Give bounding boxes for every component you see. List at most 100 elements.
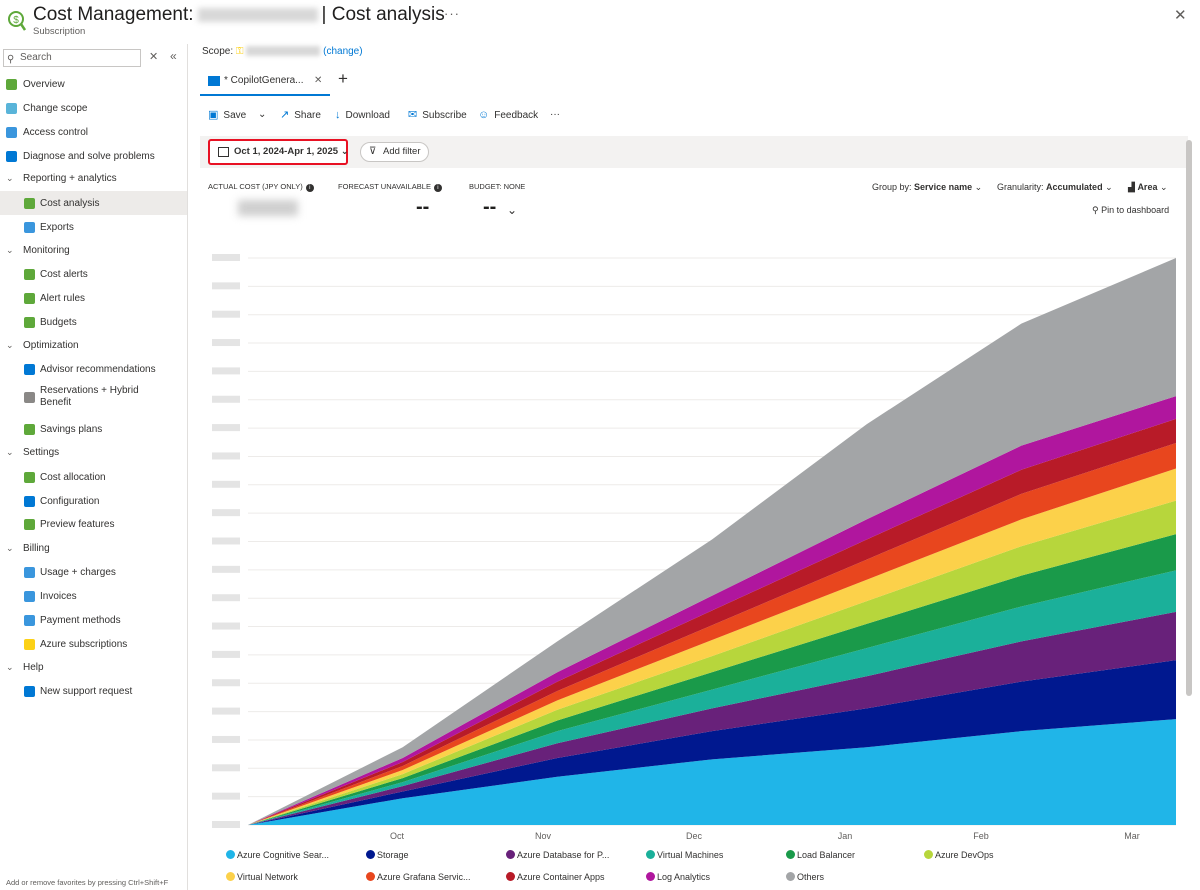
area-series-0[interactable] [248,719,1176,825]
sidebar-item-help[interactable]: ⌄ Help [0,655,187,679]
legend-item[interactable]: Virtual Network [226,872,298,882]
save-dropdown-icon[interactable]: ⌄ [258,109,267,120]
budget-value: -- [483,196,497,218]
info-icon[interactable]: i [305,184,314,192]
close-blade-button[interactable]: ✕ [1174,7,1187,24]
date-range-picker[interactable]: Oct 1, 2024-Apr 1, 2025 ⌄ [208,139,349,165]
legend-item[interactable]: Storage [366,850,409,860]
share-button[interactable]: ↗ Share [280,105,321,125]
budget-chevron-icon[interactable]: ⌄ [507,203,518,217]
sidebar-item-budgets[interactable]: Budgets [0,310,187,334]
sidebar-item-savings-plans[interactable]: Savings plans [0,417,187,441]
legend-item[interactable]: Log Analytics [646,872,710,882]
close-tab-icon[interactable]: ✕ [314,75,323,86]
area-series-4[interactable] [248,534,1176,825]
area-series-1[interactable] [248,660,1176,825]
redacted-y-tick-label [212,480,240,488]
granularity-dropdown[interactable]: Granularity: Accumulated ⌄ [997,182,1113,192]
sidebar-item-access-control[interactable]: Access control [0,120,187,144]
nav-icon [24,614,35,626]
save-button[interactable]: ▣ Save [208,105,246,125]
change-scope-link[interactable]: (change) [323,46,363,57]
nav-icon [24,391,35,403]
sidebar-item-label: Help [23,661,44,673]
sidebar-item-usage-charges[interactable]: Usage + charges [0,560,187,584]
area-series-7[interactable] [248,442,1176,825]
page-header: $ Cost Management: | Cost analysis Subscr… [0,0,1200,40]
vertical-scrollbar[interactable] [1186,140,1192,696]
sidebar-item-overview[interactable]: Overview [0,72,187,96]
area-series-5[interactable] [248,500,1176,825]
share-label: Share [294,110,321,121]
legend-swatch [226,872,235,881]
sidebar-item-label: Diagnose and solve problems [23,150,155,162]
legend-item[interactable]: Azure Database for P... [506,850,609,860]
pin-to-dashboard-button[interactable]: ⚲ Pin to dashboard [1092,205,1169,216]
legend-item[interactable]: Azure Container Apps [506,872,605,882]
sidebar-item-advisor-recommendations[interactable]: Advisor recommendations [0,357,187,381]
sidebar-item-label: Exports [40,221,74,233]
sidebar-item-label: Settings [23,446,60,458]
sidebar-item-settings[interactable]: ⌄ Settings [0,440,187,464]
nav-icon [24,268,35,280]
sidebar-item-optimization[interactable]: ⌄ Optimization [0,333,187,357]
sidebar-item-new-support-request[interactable]: New support request [0,679,187,703]
area-series-9[interactable] [248,396,1176,825]
subscribe-label: Subscribe [422,110,467,121]
sidebar-item-cost-allocation[interactable]: Cost allocation [0,465,187,489]
sidebar-item-exports[interactable]: Exports [0,215,187,239]
area-series-10[interactable] [248,258,1176,825]
legend-label: Others [797,872,825,882]
group-by-dropdown[interactable]: Group by: Service name ⌄ [872,182,983,192]
sidebar-item-preview-features[interactable]: Preview features [0,512,187,536]
sidebar-item-azure-subscriptions[interactable]: Azure subscriptions [0,632,187,656]
sidebar-item-label: Monitoring [23,244,70,256]
legend-item[interactable]: Azure Cognitive Sear... [226,850,329,860]
sidebar-item-cost-analysis[interactable]: Cost analysis [0,191,187,215]
search-input[interactable]: ⚲ Search [3,49,141,67]
sidebar-item-invoices[interactable]: Invoices [0,584,187,608]
legend-item[interactable]: Azure Grafana Servic... [366,872,471,882]
add-tab-button[interactable]: + [338,69,348,88]
sidebar-item-label: Budgets [40,316,77,328]
legend-item[interactable]: Virtual Machines [646,850,723,860]
legend-item[interactable]: Azure DevOps [924,850,994,860]
area-series-6[interactable] [248,468,1176,825]
add-filter-button[interactable]: ⊽ Add filter [360,142,429,162]
budget-kpi: BUDGET: NONE [469,182,526,191]
area-series-3[interactable] [248,570,1176,825]
legend-item[interactable]: Load Balancer [786,850,855,860]
redacted-y-tick-label [212,764,240,772]
sidebar-item-diagnose-and-solve-problems[interactable]: Diagnose and solve problems [0,144,187,168]
sidebar-item-payment-methods[interactable]: Payment methods [0,608,187,632]
sidebar-item-change-scope[interactable]: Change scope [0,96,187,120]
redacted-y-tick-label [212,339,240,347]
area-series-2[interactable] [248,611,1176,825]
sidebar-item-cost-alerts[interactable]: Cost alerts [0,262,187,286]
sidebar-item-alert-rules[interactable]: Alert rules [0,286,187,310]
collapse-menu-button[interactable]: « [170,49,177,63]
forecast-kpi: FORECAST UNAVAILABLE i [338,182,442,192]
clear-search-button[interactable]: ✕ [149,51,159,63]
redacted-y-tick-label [212,254,240,261]
sidebar-item-configuration[interactable]: Configuration [0,489,187,513]
chart-type-dropdown[interactable]: ▟ Area ⌄ [1128,182,1168,192]
feedback-button[interactable]: ☺ Feedback [478,105,538,125]
granularity-value: Accumulated [1046,182,1103,192]
sidebar-item-billing[interactable]: ⌄ Billing [0,536,187,560]
sidebar-item-monitoring[interactable]: ⌄ Monitoring [0,238,187,262]
add-filter-label: Add filter [383,146,421,157]
legend-item[interactable]: Others [786,872,824,882]
nav-icon [24,197,35,209]
sidebar-item-reservations-hybrid-benefit[interactable]: Reservations + Hybrid Benefit [0,381,187,413]
scope-line: Scope: ⚿ (change) [202,46,363,57]
area-series-8[interactable] [248,418,1176,825]
subscribe-button[interactable]: ✉ Subscribe [408,105,467,125]
sidebar-item-reporting-analytics[interactable]: ⌄ Reporting + analytics [0,166,187,190]
toolbar-more-button[interactable]: ··· [550,109,560,120]
info-icon[interactable]: i [433,184,442,192]
legend-swatch [366,872,375,881]
download-button[interactable]: ↓ Download [335,105,390,125]
more-actions-button[interactable]: ··· [444,6,460,21]
tab-copilot-view[interactable]: * CopilotGenera... ✕ [200,68,330,96]
